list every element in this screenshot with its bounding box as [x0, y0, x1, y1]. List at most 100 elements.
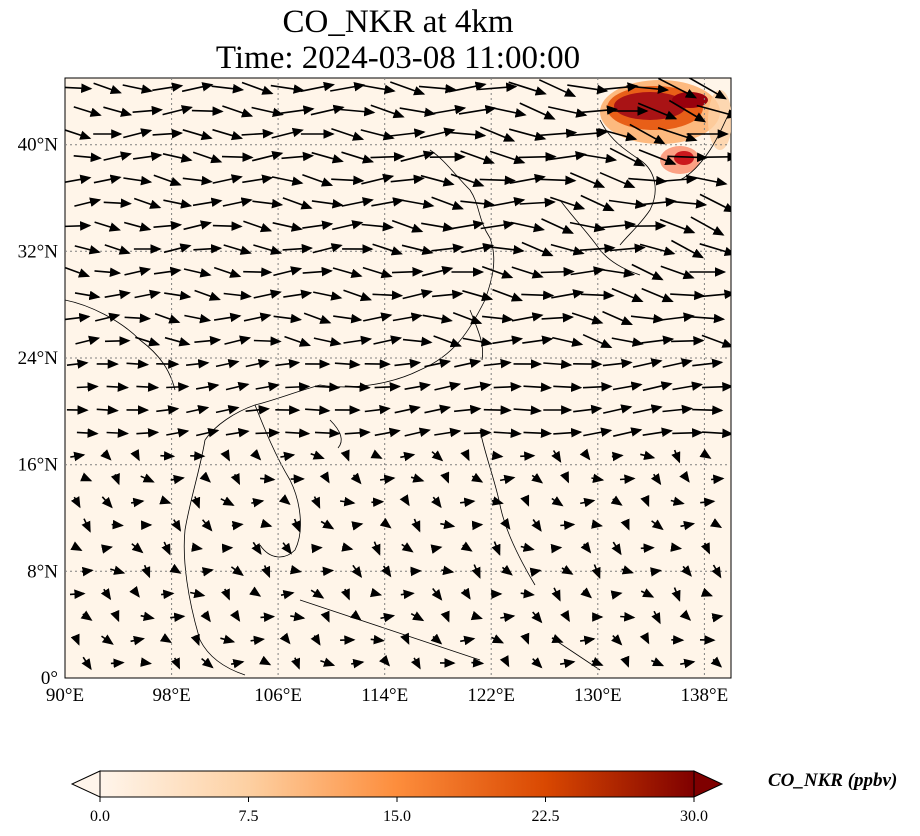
wind-vector	[548, 106, 588, 118]
wind-vector	[492, 335, 524, 345]
wind-vector	[471, 564, 481, 579]
lat-tick-label: 0°	[41, 668, 58, 689]
wind-vector	[182, 175, 213, 186]
wind-vector	[183, 268, 212, 278]
wind-vector	[609, 243, 646, 254]
wind-vector	[458, 104, 497, 115]
wind-vector	[531, 657, 543, 669]
lon-tick-label: 98°E	[152, 685, 190, 706]
wind-vector	[671, 239, 705, 259]
wind-vector	[170, 612, 186, 623]
wind-vector	[76, 428, 99, 438]
wind-vector	[194, 335, 222, 346]
wind-vector	[122, 84, 153, 94]
wind-vector	[672, 428, 704, 438]
wind-vector	[569, 172, 606, 188]
wind-vector	[638, 149, 677, 166]
wind-vector	[470, 610, 483, 621]
wind-vector	[520, 542, 535, 552]
wind-vector	[559, 658, 576, 669]
wind-vector	[660, 265, 695, 280]
wind-vector	[559, 471, 570, 484]
wind-vector	[489, 150, 526, 165]
wind-vector	[687, 175, 728, 187]
map-background	[64, 77, 732, 679]
wind-vector	[200, 610, 211, 623]
wind-vector	[602, 310, 633, 326]
wind-vector	[282, 243, 313, 254]
colorbar-min-extend	[70, 770, 101, 798]
wind-vector	[230, 659, 245, 669]
wind-vector	[76, 382, 99, 392]
wind-vector	[330, 81, 366, 92]
wind-vector	[391, 219, 424, 233]
wind-vector	[271, 176, 304, 186]
wind-vector	[302, 266, 333, 277]
lat-tick-label: 24°N	[18, 348, 59, 369]
wind-vector	[671, 336, 705, 346]
wind-vector	[553, 427, 583, 438]
wind-vector	[460, 198, 496, 209]
wind-vector	[491, 496, 504, 506]
wind-vector	[629, 123, 666, 145]
wind-vector	[543, 359, 573, 370]
wind-vector	[251, 106, 284, 118]
wind-vector	[231, 520, 244, 531]
wind-vector	[471, 657, 485, 668]
wind-vector	[434, 427, 462, 438]
wind-vector	[321, 566, 335, 577]
wind-vector	[370, 104, 405, 119]
wind-vector	[351, 521, 364, 531]
wind-vector	[191, 496, 201, 509]
wind-vector	[612, 381, 643, 391]
wind-vector	[291, 518, 301, 533]
wind-vector	[702, 381, 731, 392]
wind-vector	[460, 635, 476, 646]
wind-vector	[170, 657, 181, 670]
wind-vector	[688, 78, 727, 100]
wind-vector	[508, 128, 547, 141]
wind-vector	[136, 428, 160, 438]
wind-vector	[170, 474, 185, 485]
wind-vector	[610, 495, 623, 506]
wind-vector	[630, 313, 665, 324]
wind-vector	[186, 405, 210, 415]
wind-vector	[111, 519, 124, 530]
lat-tick-label: 16°N	[18, 455, 59, 476]
wind-vector	[320, 657, 336, 667]
wind-vector	[253, 244, 283, 255]
wind-vector	[522, 335, 554, 346]
wind-vector	[373, 335, 403, 345]
wind-vector	[679, 609, 692, 621]
wind-vector	[432, 289, 464, 300]
wind-vector	[471, 472, 484, 483]
wind-vector	[578, 153, 618, 164]
wind-vector	[379, 474, 396, 485]
wind-vector	[291, 657, 301, 670]
wind-vector	[699, 289, 731, 300]
wind-vector	[511, 312, 544, 322]
wind-vector	[140, 473, 155, 483]
wind-vector	[650, 657, 665, 667]
wind-vector	[81, 566, 94, 577]
wind-vector	[361, 221, 394, 232]
wind-vector	[135, 336, 161, 347]
wind-vector	[124, 266, 152, 276]
wind-vector	[379, 517, 392, 529]
wind-vector	[201, 657, 214, 669]
wind-vector	[129, 585, 140, 598]
wind-vector	[548, 151, 587, 161]
wind-vector	[492, 288, 523, 302]
wind-vector	[302, 220, 334, 231]
wind-vector	[220, 496, 235, 506]
wind-vector	[220, 449, 230, 462]
wind-vector	[509, 173, 546, 184]
wind-vector	[520, 494, 530, 507]
wind-vector	[452, 312, 483, 325]
wind-vector	[519, 102, 556, 120]
wind-vector	[69, 589, 86, 599]
wind-vector	[551, 289, 585, 299]
wind-vector	[313, 337, 342, 347]
wind-vector	[670, 290, 706, 301]
wind-vector	[434, 381, 462, 391]
